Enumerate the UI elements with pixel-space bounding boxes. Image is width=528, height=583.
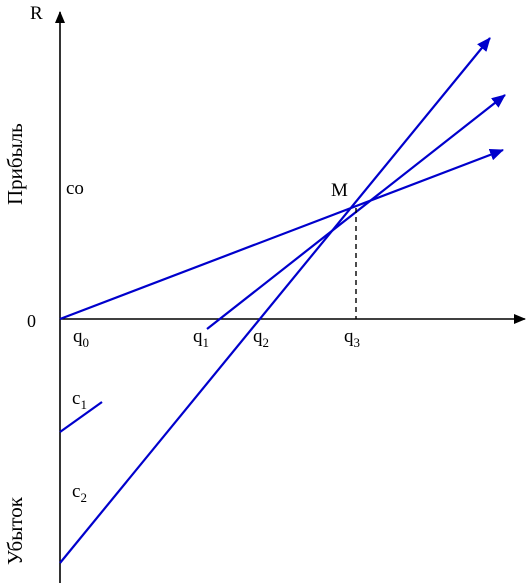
line-c1-lower-segment [59,401,103,433]
line-c2 [59,37,491,564]
q0-label: q0 [73,326,89,350]
origin-label: 0 [27,311,36,331]
q2-label: q2 [253,326,269,350]
loss-label: Убыток [3,496,27,565]
y-axis-label: R [30,3,43,24]
profit-label: Прибыль [3,123,27,205]
c2-label: c2 [72,481,87,505]
c1-label: c1 [72,388,87,412]
revenue-line [59,148,504,321]
co-label: co [66,178,84,199]
point-m-label: M [331,180,348,201]
q1-label: q1 [193,326,209,350]
q3-label: q3 [344,326,360,350]
